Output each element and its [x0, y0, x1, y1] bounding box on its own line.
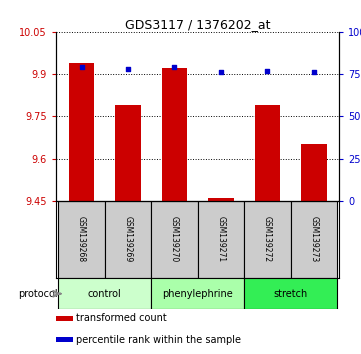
Bar: [244, 201, 291, 278]
Bar: [56, 316, 73, 321]
Bar: [151, 278, 244, 309]
Text: GSM139269: GSM139269: [123, 216, 132, 263]
Bar: [151, 201, 198, 278]
Point: [311, 70, 317, 75]
Point: [125, 66, 131, 72]
Point: [218, 70, 224, 75]
Text: protocol: protocol: [18, 289, 57, 299]
Text: GSM139273: GSM139273: [309, 216, 318, 263]
Point: [79, 64, 84, 70]
Bar: [58, 278, 151, 309]
Text: stretch: stretch: [273, 289, 308, 299]
Bar: [58, 201, 105, 278]
Bar: [291, 201, 337, 278]
Bar: [105, 201, 151, 278]
Point: [171, 64, 177, 70]
Text: phenylephrine: phenylephrine: [162, 289, 233, 299]
Text: GSM139268: GSM139268: [77, 216, 86, 263]
Title: GDS3117 / 1376202_at: GDS3117 / 1376202_at: [125, 18, 270, 31]
Bar: [115, 105, 141, 201]
Text: transformed count: transformed count: [76, 313, 166, 324]
Text: percentile rank within the sample: percentile rank within the sample: [76, 335, 241, 345]
Bar: [69, 63, 94, 201]
Bar: [198, 201, 244, 278]
Bar: [208, 198, 234, 201]
Text: control: control: [88, 289, 122, 299]
Text: GSM139272: GSM139272: [263, 216, 272, 263]
Bar: [56, 337, 73, 342]
Bar: [244, 278, 337, 309]
Bar: [162, 68, 187, 201]
Text: GSM139270: GSM139270: [170, 216, 179, 263]
Text: GSM139271: GSM139271: [216, 216, 225, 263]
Bar: [255, 105, 280, 201]
Point: [265, 68, 270, 74]
Bar: [301, 144, 327, 201]
